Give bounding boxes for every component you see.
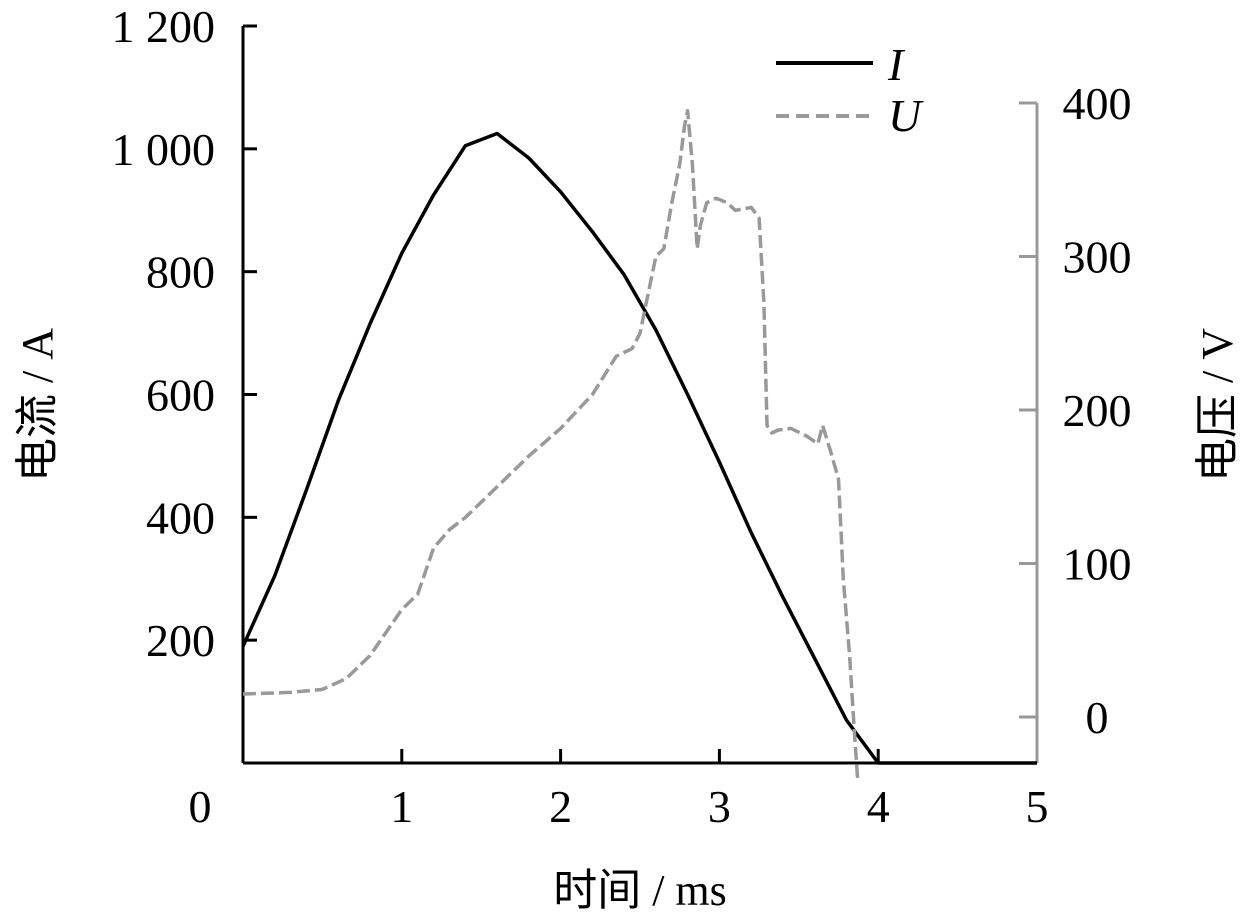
- x-tick-label: 2: [549, 781, 572, 832]
- x-tick-label: 5: [1026, 781, 1049, 832]
- right-tick-label: 100: [1063, 539, 1132, 590]
- legend-label-current: I: [887, 39, 906, 90]
- x-axis: 0 1 2 3 4 5: [189, 749, 1049, 832]
- left-axis-ticks: 200 400 600 800 1 000 1 200: [112, 1, 257, 666]
- left-tick-label: 200: [146, 615, 215, 666]
- right-axis-ticks: 0 100 200 300 400: [1019, 78, 1132, 743]
- series-line-I: [241, 131, 1037, 765]
- legend-label-voltage: U: [888, 90, 924, 141]
- left-tick-label: 1 000: [112, 124, 216, 175]
- series-line-U: [242, 108, 860, 779]
- right-tick-label: 200: [1063, 385, 1132, 436]
- left-tick-label: 400: [146, 492, 215, 543]
- right-tick-label: 300: [1063, 232, 1132, 283]
- x-axis-ticks: 0 1 2 3 4 5: [189, 749, 1049, 832]
- x-tick-label: 3: [708, 781, 731, 832]
- right-tick-label: 400: [1063, 78, 1132, 129]
- left-axis: 200 400 600 800 1 000 1 200: [112, 1, 257, 763]
- left-tick-label: 800: [146, 247, 215, 298]
- x-tick-label: 4: [867, 781, 890, 832]
- x-tick-label: 1: [390, 781, 413, 832]
- left-axis-title: 电流 / A: [13, 328, 62, 482]
- series-layer: [241, 108, 1037, 779]
- x-tick-label: 0: [189, 781, 212, 832]
- left-tick-label: 600: [146, 370, 215, 421]
- left-tick-label: 1 200: [112, 1, 216, 52]
- right-tick-label: 0: [1086, 692, 1109, 743]
- x-axis-title: 时间 / ms: [553, 866, 727, 915]
- right-axis-title: 电压 / V: [1193, 328, 1242, 482]
- legend: I U: [776, 39, 924, 141]
- right-axis: 0 100 200 300 400: [1019, 78, 1132, 763]
